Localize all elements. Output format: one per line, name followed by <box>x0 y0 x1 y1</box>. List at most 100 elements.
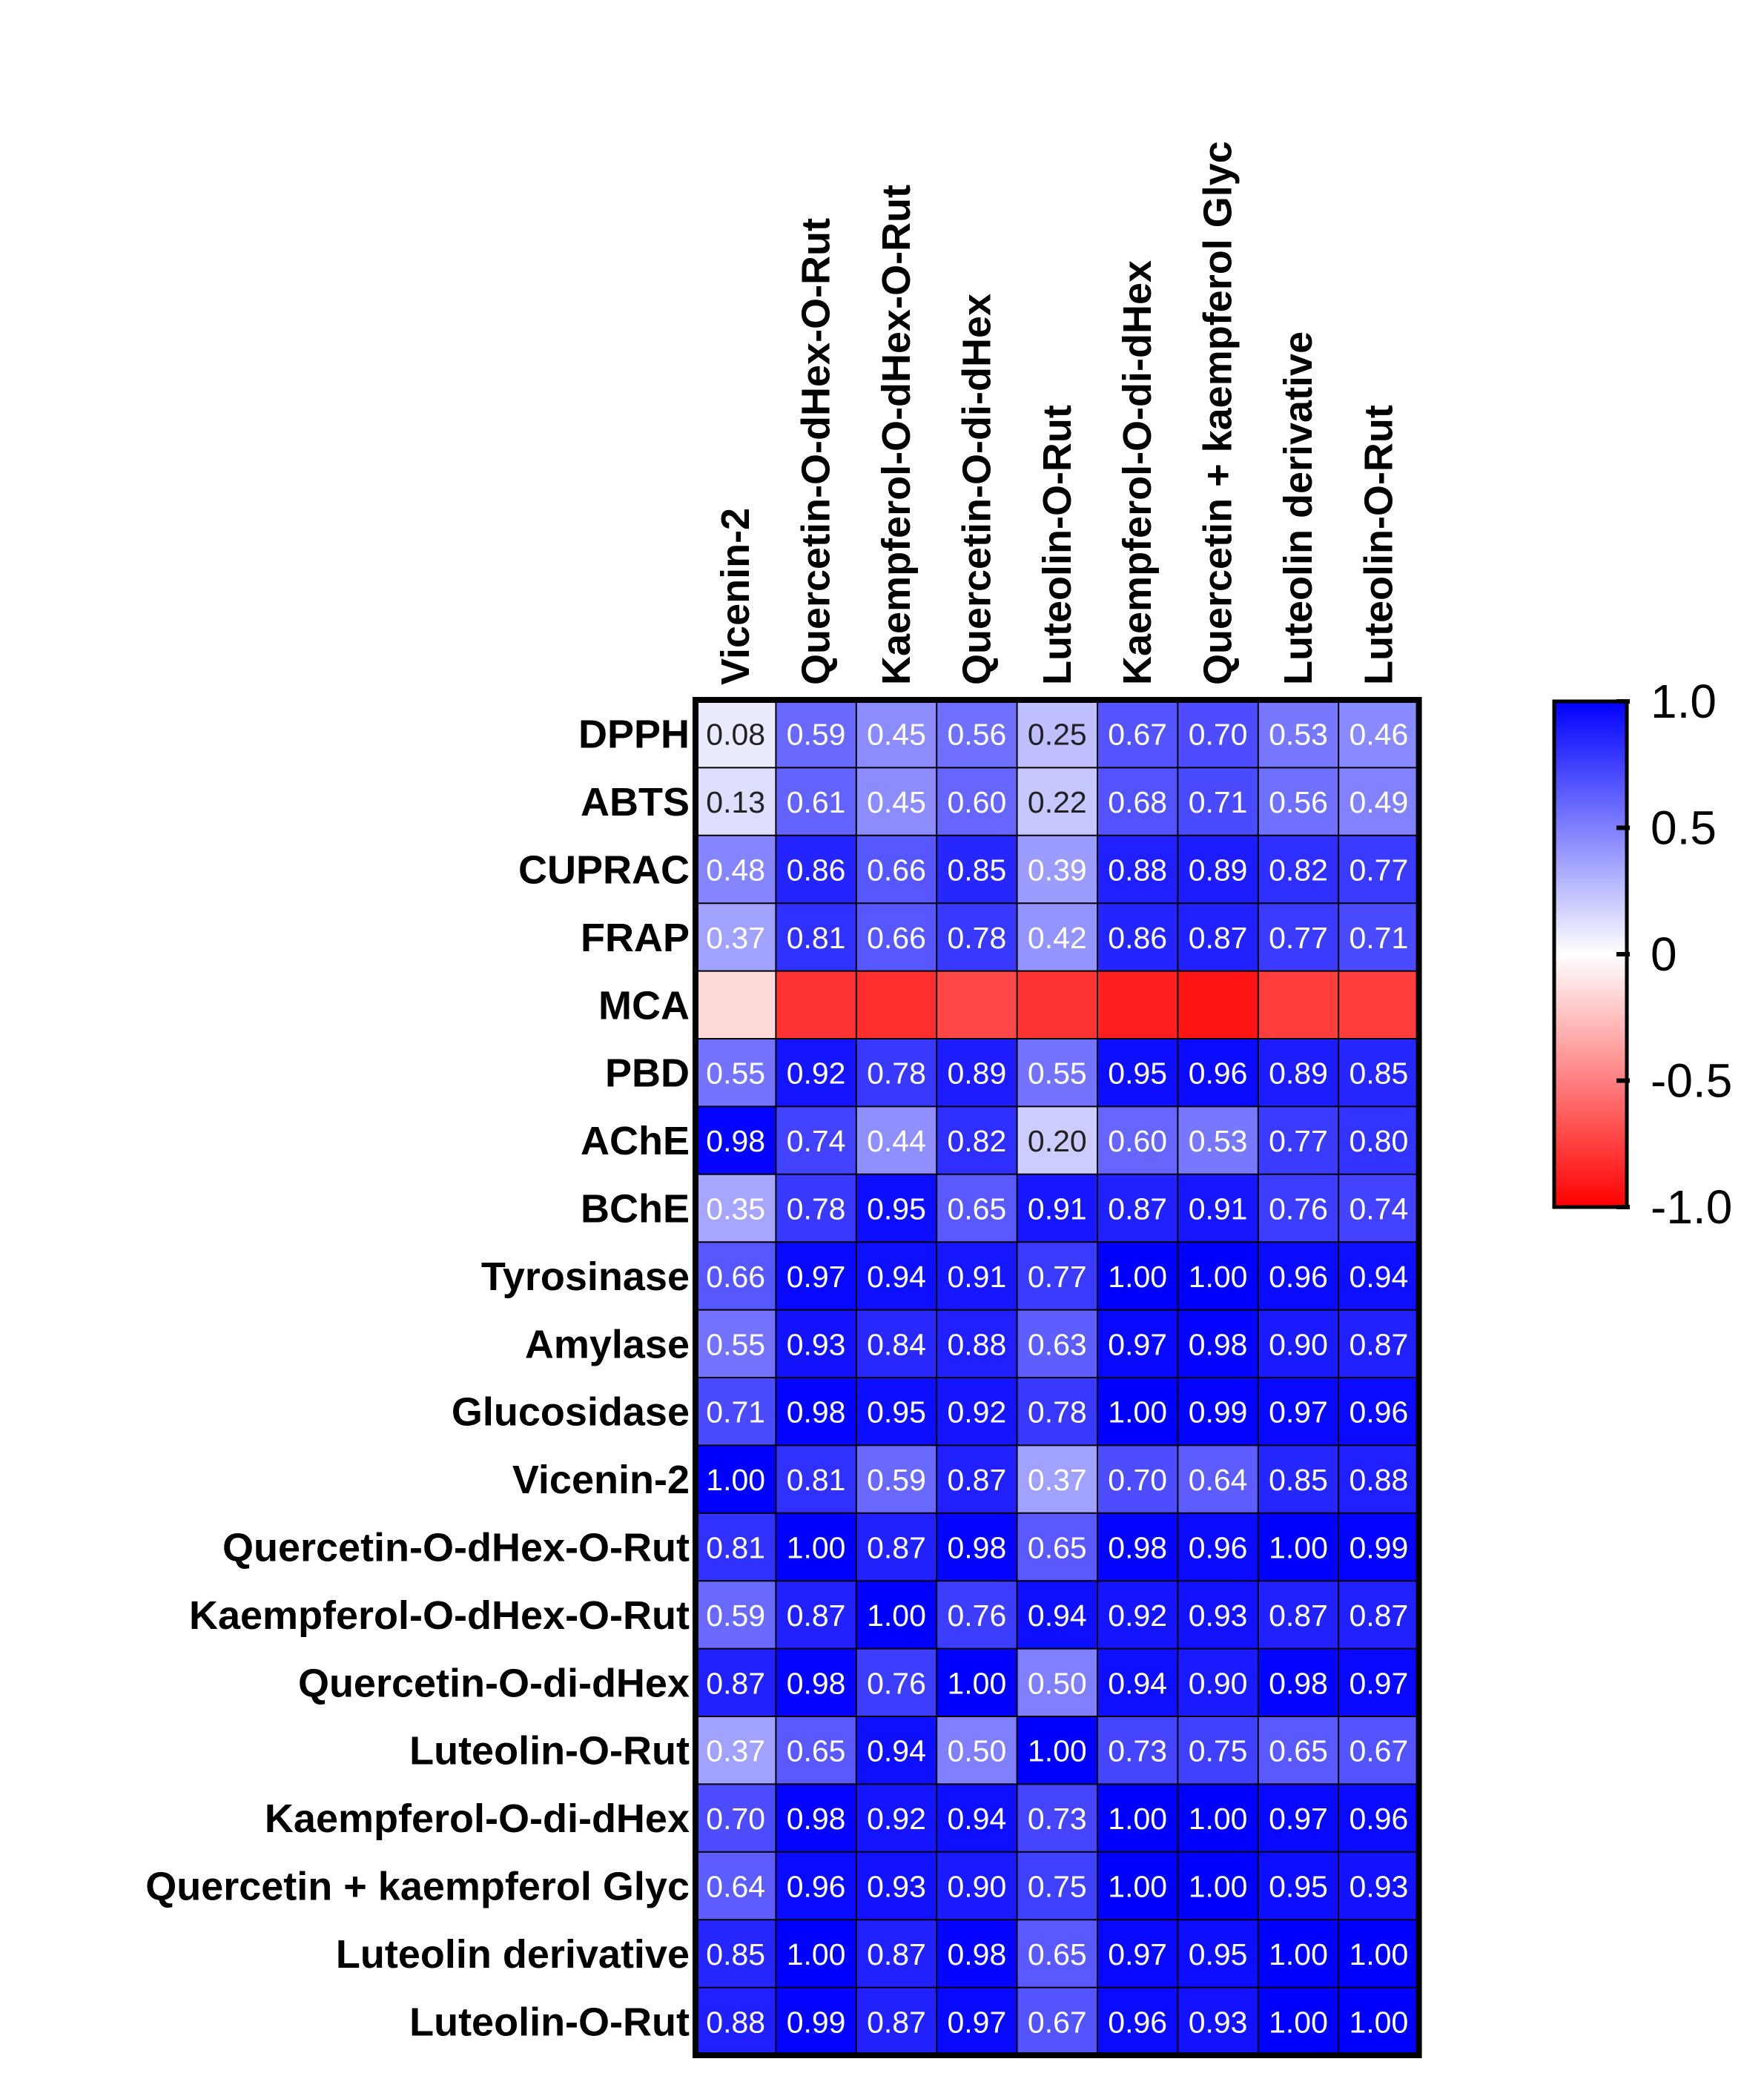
heatmap-cell <box>1097 971 1178 1039</box>
heatmap-cell <box>696 835 776 904</box>
column-label: Kaempferol-O-di-dHex <box>1115 260 1160 685</box>
cell-value-label: 1.00 <box>1189 1802 1248 1836</box>
heatmap-cell <box>1017 1920 1097 1988</box>
heatmap-cell <box>776 1378 856 1446</box>
heatmap-cell <box>936 1784 1017 1852</box>
cell-value-label: 0.65 <box>1269 1734 1328 1768</box>
heatmap-cell <box>1258 903 1339 971</box>
cell-value-label: 0.76 <box>867 1666 926 1700</box>
cell-value-label: 0.75 <box>1028 1870 1087 1904</box>
cell-value-label: 0.90 <box>1189 1666 1248 1700</box>
heatmap-cell <box>1258 1174 1339 1243</box>
heatmap-cell <box>1017 1987 1097 2055</box>
cell-value-label: 0.87 <box>787 1599 846 1633</box>
heatmap-cell <box>1338 1851 1419 1920</box>
heatmap-cell <box>1338 903 1419 971</box>
cell-value-label: 0.87 <box>947 1463 1006 1497</box>
heatmap-frame <box>693 697 1422 2058</box>
cell-value-label: 0.87 <box>867 1531 926 1565</box>
heatmap-cell <box>1017 1174 1097 1243</box>
heatmap-cells: 0.08 0.59 0.45 0.56 0.25 0.67 0.70 0.53 0.46 0.13… <box>696 700 1419 2055</box>
cell-value-label: 0.82 <box>1269 853 1328 887</box>
row-label: Luteolin derivative <box>336 1932 690 1977</box>
heatmap-cell <box>936 1378 1017 1446</box>
cell-value-label: 0.94 <box>1028 1599 1087 1633</box>
heatmap-cell <box>856 1106 937 1174</box>
row-label: Tyrosinase <box>481 1254 690 1299</box>
cell-value-label: 0.89 <box>1189 853 1248 887</box>
cell-value-label: 0.87 <box>1108 1192 1167 1226</box>
row-label: Kaempferol-O-di-dHex <box>265 1796 690 1841</box>
heatmap-cell <box>776 1920 856 1988</box>
cell-value-label: 0.66 <box>867 921 926 955</box>
cell-value-label: 0.85 <box>947 853 1006 887</box>
heatmap-cell <box>936 700 1017 768</box>
heatmap-cell <box>1097 1920 1178 1988</box>
heatmap-cell <box>696 1106 776 1174</box>
cell-value-label: 0.92 <box>867 1802 926 1836</box>
row-labels: DPPH ABTS CUPRAC FRAP MCA PBD AChE BChE Tyrosina… <box>145 713 690 2045</box>
cell-value-label: 1.00 <box>1349 1937 1408 1971</box>
cell-value-label: 0.92 <box>787 1057 846 1091</box>
cell-value-label: 0.37 <box>1028 1463 1087 1497</box>
cell-value-label: 0.87 <box>1189 921 1248 955</box>
colorbar-tick-label: 0.5 <box>1651 801 1717 855</box>
cell-value-label: 0.88 <box>706 2005 765 2039</box>
cell-value-label: 0.97 <box>1269 1395 1328 1429</box>
cell-value-label: 0.84 <box>867 1327 926 1361</box>
cell-value-label: 0.35 <box>706 1192 765 1226</box>
heatmap-cell <box>1177 971 1258 1039</box>
cell-value-label: 0.45 <box>867 785 926 819</box>
cell-value-label: 0.85 <box>1349 1057 1408 1091</box>
heatmap-cell <box>936 1920 1017 1988</box>
row-label: Kaempferol-O-dHex-O-Rut <box>189 1593 690 1638</box>
row-label: Quercetin-O-dHex-O-Rut <box>222 1526 690 1570</box>
heatmap-cell <box>1097 1242 1178 1310</box>
cell-value-label: 0.80 <box>1349 1124 1408 1158</box>
column-label: Quercetin-O-di-dHex <box>954 294 999 685</box>
heatmap-cell <box>1338 1309 1419 1378</box>
heatmap-cell <box>936 1309 1017 1378</box>
heatmap-cell <box>1177 835 1258 904</box>
cell-value-label: 0.98 <box>947 1937 1006 1971</box>
cell-value-label: 0.96 <box>787 1870 846 1904</box>
heatmap-cell <box>1338 1784 1419 1852</box>
heatmap-cell <box>1017 1242 1097 1310</box>
cell-value-label: 0.60 <box>947 785 1006 819</box>
heatmap-cell <box>696 1987 776 2055</box>
heatmap-cell <box>696 1174 776 1243</box>
cell-value-label: 0.88 <box>1108 853 1167 887</box>
cell-value-label: 0.45 <box>867 718 926 752</box>
heatmap-cell <box>1097 903 1178 971</box>
heatmap-cell <box>776 1581 856 1649</box>
row-label: PBD <box>605 1051 690 1096</box>
cell-value-label: 0.59 <box>787 718 846 752</box>
cell-value-label: 1.00 <box>1108 1870 1167 1904</box>
cell-value-label: 0.87 <box>1349 1327 1408 1361</box>
heatmap-cell <box>1017 1106 1097 1174</box>
cell-value-label: 0.93 <box>867 1870 926 1904</box>
heatmap-cell <box>1258 1039 1339 1107</box>
heatmap-cell <box>1258 1242 1339 1310</box>
cell-value-label: 0.88 <box>1349 1463 1408 1497</box>
heatmap-cell <box>1177 767 1258 836</box>
column-label: Luteolin derivative <box>1276 331 1321 685</box>
row-label: DPPH <box>578 713 690 757</box>
cell-value-label: 0.13 <box>706 785 765 819</box>
cell-value-label: 0.94 <box>1349 1260 1408 1294</box>
row-label: Vicenin-2 <box>512 1458 690 1502</box>
heatmap-cell <box>1258 1309 1339 1378</box>
heatmap-cell <box>1097 1039 1178 1107</box>
cell-value-label: 1.00 <box>1108 1395 1167 1429</box>
heatmap-cell <box>1097 1378 1178 1446</box>
column-label: Kaempferol-O-dHex-O-Rut <box>874 185 919 685</box>
cell-value-label: 0.53 <box>1269 718 1328 752</box>
heatmap-cell <box>776 1039 856 1107</box>
cell-value-label: 0.97 <box>947 2005 1006 2039</box>
cell-value-label: 0.88 <box>947 1327 1006 1361</box>
heatmap-cell <box>1258 1784 1339 1852</box>
cell-value-label: 0.95 <box>1189 1937 1248 1971</box>
heatmap-cell <box>1177 1920 1258 1988</box>
cell-value-label: 0.74 <box>1349 1192 1408 1226</box>
